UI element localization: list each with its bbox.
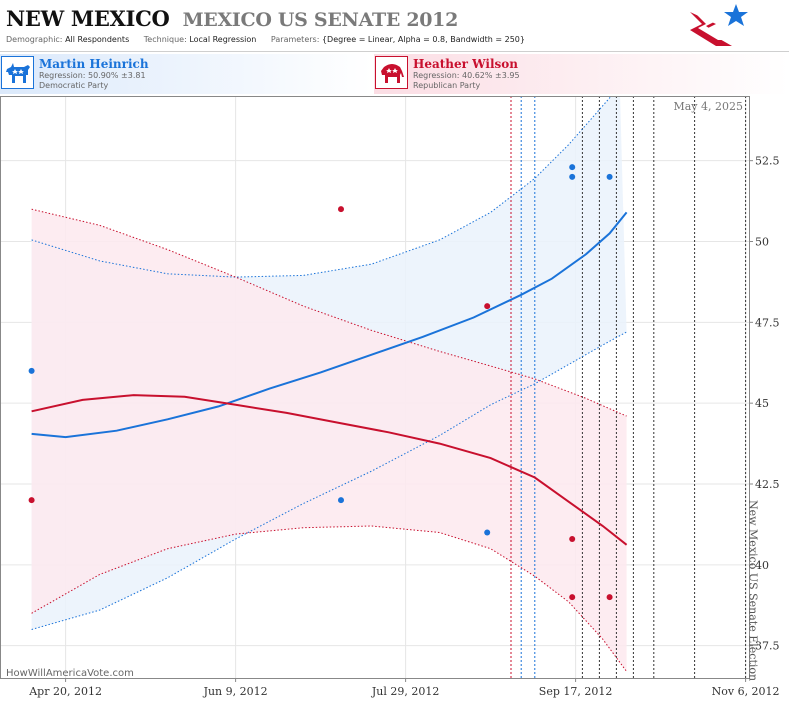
- x-tick-label: Sep 17, 2012: [539, 685, 613, 698]
- rep-poll-point: [569, 535, 576, 542]
- x-tick-label: Nov 6, 2012: [712, 685, 780, 698]
- y-tick-label: 45: [755, 397, 769, 410]
- candidate-bar: Martin Heinrich Regression: 50.90% ±3.81…: [0, 54, 789, 94]
- dem-poll-point: [28, 367, 35, 374]
- republican-name: Heather Wilson: [413, 57, 519, 71]
- trend-lines: [31, 211, 628, 546]
- rep-lower-bound: [31, 525, 628, 672]
- state-title: NEW MEXICO: [6, 6, 170, 31]
- parameters-row: Demographic: All Respondents Technique: …: [6, 35, 537, 44]
- page-header: NEW MEXICO MEXICO US SENATE 2012 Demogra…: [0, 0, 789, 52]
- election-label: New Mexico US Senate Election: [747, 500, 760, 681]
- rep-poll-point: [569, 594, 576, 601]
- candidate-card-republican[interactable]: Heather Wilson Regression: 40.62% ±3.95 …: [374, 54, 789, 94]
- rep-poll-point: [606, 594, 613, 601]
- y-tick-label: 52.5: [755, 155, 780, 168]
- y-tick-label: 50: [755, 236, 769, 249]
- rep-upper-bound: [31, 208, 627, 417]
- republican-regression: Regression: 40.62% ±3.95: [413, 71, 520, 80]
- poll-date-lines: [510, 96, 747, 678]
- dem-lower-bound: [31, 331, 627, 630]
- race-title: MEXICO US SENATE 2012: [182, 9, 459, 31]
- parameters-value: {Degree = Linear, Alpha = 0.8, Bandwidth…: [321, 35, 525, 44]
- confidence-bounds: [31, 96, 628, 672]
- dem-poll-point: [569, 173, 576, 180]
- candidate-card-democrat[interactable]: Martin Heinrich Regression: 50.90% ±3.81…: [0, 54, 372, 94]
- demographic-value: All Respondents: [65, 35, 130, 44]
- dem-poll-point: [606, 173, 613, 180]
- dem-trend-line: [31, 211, 628, 439]
- technique-value: Local Regression: [189, 35, 257, 44]
- dem-poll-point: [569, 164, 576, 171]
- rep-trend-line: [31, 394, 628, 546]
- donkey-icon: [1, 56, 34, 89]
- current-date-label: May 4, 2025: [673, 100, 743, 113]
- site-logo-icon[interactable]: [686, 0, 750, 50]
- rep-confidence-band: [31, 209, 627, 672]
- demographic-label: Demographic:: [6, 35, 63, 44]
- technique-label: Technique:: [143, 35, 187, 44]
- elephant-icon: [375, 56, 408, 89]
- dem-upper-bound: [31, 96, 612, 278]
- x-tick-label: Jun 9, 2012: [203, 685, 268, 698]
- democrat-regression: Regression: 50.90% ±3.81: [39, 71, 146, 80]
- axis-labels: 37.5 40 42.5 45 47.5 50 52.5 Apr 20, 2012 Jun 9,…: [28, 100, 779, 698]
- title-row: NEW MEXICO MEXICO US SENATE 2012: [6, 6, 458, 31]
- axes: [0, 96, 753, 682]
- y-tick-label: 42.5: [755, 478, 780, 491]
- dem-poll-point: [338, 497, 344, 504]
- rep-poll-point: [484, 303, 491, 310]
- rep-poll-point: [338, 206, 344, 213]
- plot-frame: [0, 96, 750, 679]
- dem-poll-point: [484, 529, 491, 536]
- x-tick-label: Jul 29, 2012: [371, 685, 440, 698]
- y-tick-label: 47.5: [755, 316, 780, 329]
- y-tick-label: 37.5: [755, 640, 780, 653]
- democrat-name: Martin Heinrich: [39, 57, 149, 71]
- confidence-bands: [31, 96, 627, 672]
- y-tick-label: 40: [755, 559, 769, 572]
- rep-poll-point: [28, 497, 35, 504]
- x-tick-label: Apr 20, 2012: [28, 685, 102, 698]
- poll-points: [28, 164, 613, 601]
- democrat-party: Democratic Party: [39, 81, 109, 90]
- source-credit[interactable]: HowWillAmericaVote.com: [6, 668, 134, 679]
- republican-party: Republican Party: [413, 81, 481, 90]
- regression-chart: 37.5 40 42.5 45 47.5 50 52.5 Apr 20, 2012 Jun 9,…: [0, 96, 780, 698]
- parameters-label: Parameters:: [270, 35, 320, 44]
